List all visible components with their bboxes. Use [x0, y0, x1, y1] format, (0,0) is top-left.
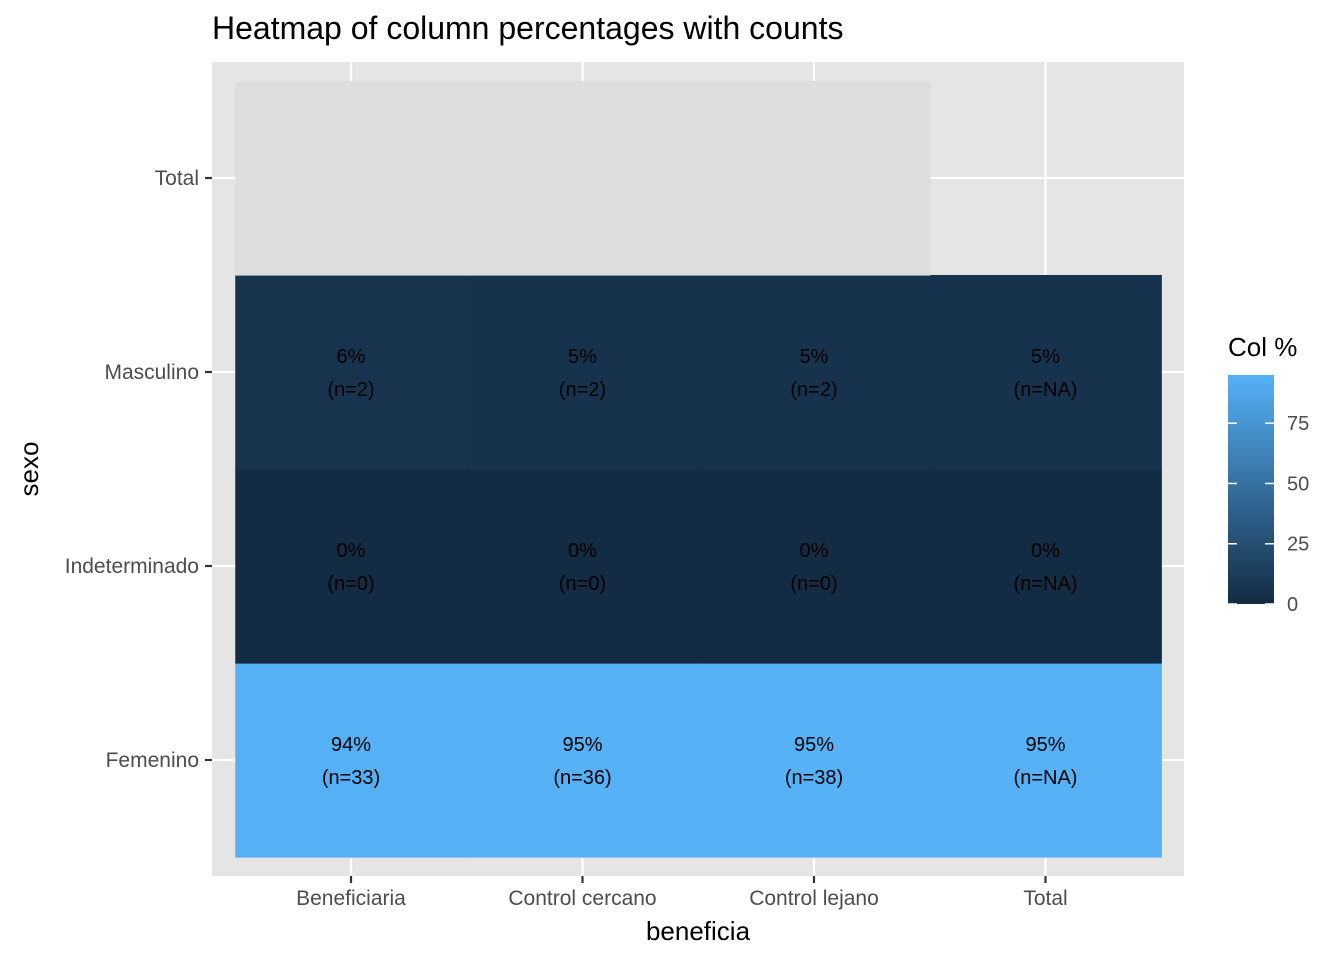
heatmap-cell: [235, 275, 468, 470]
cell-labels: 94% (n=33) 95% (n=36) 95% (n=38) 95% (n=NA) 0% (n…: [322, 346, 1078, 789]
heatmap-cell: [466, 469, 699, 664]
y-tick-label: Femenino: [106, 749, 199, 772]
cell-percent-label: 95%: [794, 734, 834, 756]
cell-percent-label: 0%: [337, 540, 366, 562]
cell-count-label: (n=NA): [1014, 573, 1078, 595]
legend-tick-label: 0: [1287, 594, 1298, 616]
cell-percent-label: 0%: [1031, 540, 1060, 562]
cell-count-label: (n=NA): [1014, 767, 1078, 789]
x-tick-label: Control lejano: [749, 887, 879, 910]
heatmap-cell: [698, 663, 931, 858]
cell-count-label: (n=36): [553, 767, 611, 789]
heatmap-cell: [235, 663, 468, 858]
cell-percent-label: 95%: [1025, 734, 1065, 756]
cell-percent-label: 0%: [568, 540, 597, 562]
cell-percent-label: 0%: [800, 540, 829, 562]
x-tick-label: Control cercano: [508, 887, 656, 910]
heatmap-cell: [929, 663, 1162, 858]
cell-count-label: (n=33): [322, 767, 380, 789]
heatmap-cell: [698, 81, 931, 276]
heatmap-cell: [929, 469, 1162, 664]
heatmap-cell: [466, 275, 699, 470]
heatmap-cell: [466, 81, 699, 276]
cell-percent-label: 5%: [568, 346, 597, 368]
x-tick-label: Beneficiaria: [296, 887, 406, 910]
heatmap-cell: [698, 275, 931, 470]
cell-percent-label: 94%: [331, 734, 371, 756]
chart-title: Heatmap of column percentages with count…: [212, 10, 843, 46]
cell-percent-label: 5%: [800, 346, 829, 368]
cell-percent-label: 95%: [562, 734, 602, 756]
heatmap-cell: [929, 275, 1162, 470]
heatmap-cell: [466, 663, 699, 858]
cell-count-label: (n=0): [790, 573, 837, 595]
cell-percent-label: 6%: [337, 346, 366, 368]
cell-count-label: (n=0): [327, 573, 374, 595]
cell-count-label: (n=2): [559, 379, 606, 401]
legend-tick-label: 25: [1287, 534, 1309, 556]
heatmap-cell: [235, 81, 468, 276]
y-axis-title: sexo: [14, 442, 44, 497]
heatmap-cells: [235, 81, 1162, 858]
legend-tick-label: 50: [1287, 473, 1309, 495]
y-tick-label: Total: [155, 167, 199, 190]
legend-title: Col %: [1228, 332, 1297, 362]
x-tick-label: Total: [1023, 887, 1067, 910]
legend-colorbar: [1228, 375, 1274, 604]
legend-tick-label: 75: [1287, 413, 1309, 435]
cell-count-label: (n=0): [559, 573, 606, 595]
heatmap-cell: [235, 469, 468, 664]
x-axis-title: beneficia: [646, 916, 751, 946]
cell-count-label: (n=38): [785, 767, 843, 789]
axes: Beneficiaria Control cercano Control lejan…: [65, 167, 1068, 910]
y-tick-label: Masculino: [104, 361, 199, 384]
cell-count-label: (n=2): [327, 379, 374, 401]
cell-count-label: (n=NA): [1014, 379, 1078, 401]
y-tick-label: Indeterminado: [65, 555, 199, 578]
cell-percent-label: 5%: [1031, 346, 1060, 368]
cell-count-label: (n=2): [790, 379, 837, 401]
color-legend: Col % 0 25 50 75: [1228, 332, 1309, 616]
heatmap-cell: [698, 469, 931, 664]
legend-ticks: 0 25 50 75: [1228, 413, 1309, 616]
